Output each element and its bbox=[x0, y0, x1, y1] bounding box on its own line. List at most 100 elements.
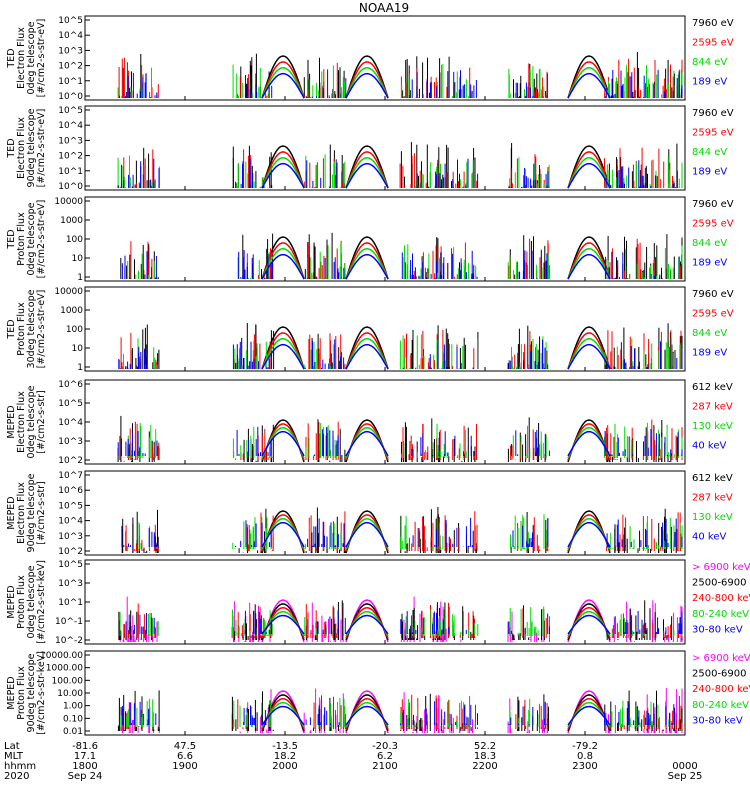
pass-hump bbox=[345, 162, 389, 189]
pass-hump bbox=[567, 694, 611, 732]
legend-entry: 844 eV bbox=[692, 147, 727, 158]
y-tick-label: 10^3 bbox=[58, 532, 83, 542]
pass-hump bbox=[567, 343, 611, 370]
y-axis-label: [#/cm2-s-str-keV] bbox=[36, 560, 47, 644]
y-tick-label: 10 bbox=[72, 254, 84, 264]
y-tick-label: 10^3 bbox=[58, 579, 83, 589]
y-tick-label: 10^2 bbox=[58, 456, 83, 466]
footer-value: 6.2 bbox=[377, 751, 393, 762]
pass-hump bbox=[345, 55, 389, 99]
y-axis-label: TED bbox=[6, 138, 17, 158]
pass-hump bbox=[261, 599, 305, 643]
y-axis-label: 90deg telescope bbox=[26, 108, 37, 187]
footer-value: Sep 25 bbox=[668, 771, 703, 782]
legend-entry: 612 keV bbox=[692, 382, 733, 393]
y-axis-label: 90deg telescope bbox=[26, 473, 37, 552]
footer-value: 18.3 bbox=[474, 751, 496, 762]
pass-hump bbox=[261, 514, 305, 552]
panel-6: 10^7 10^6 10^5 10^4 10^3 10^2 MEPED Electron Fl… bbox=[6, 470, 733, 557]
y-axis-label: Proton Flux bbox=[16, 575, 27, 629]
y-tick-label: 10^5 bbox=[58, 16, 83, 26]
legend-entry: 189 eV bbox=[692, 348, 727, 359]
pass-hump bbox=[261, 253, 305, 280]
pass-hump bbox=[567, 151, 611, 189]
pass-hump bbox=[345, 151, 389, 189]
legend-entry: 30-80 keV bbox=[692, 624, 743, 635]
legend-entry: > 6900 keV bbox=[692, 562, 750, 573]
legend-entry: 844 eV bbox=[692, 328, 727, 339]
y-axis-label: Electron Flux bbox=[16, 27, 27, 89]
pass-hump bbox=[345, 242, 389, 280]
footer-lat-label: Lat bbox=[4, 741, 20, 752]
y-tick-label: 10^1 bbox=[58, 167, 83, 177]
footer-value: Sep 24 bbox=[68, 771, 103, 782]
chart-title: NOAA19 bbox=[359, 1, 409, 15]
legend-entry: > 6900 keV bbox=[692, 653, 750, 664]
y-tick-label: 10000 bbox=[54, 197, 83, 207]
legend-entry: 2595 eV bbox=[692, 128, 734, 139]
y-axis-label: MEPED bbox=[6, 676, 17, 709]
panel-3: 10000 1000 100 10 1 TED Proton Flux 0deg telesc… bbox=[6, 196, 734, 283]
footer-row-label: 2020 bbox=[4, 771, 29, 782]
y-tick-label: 10^3 bbox=[58, 437, 83, 447]
legend-entry: 7960 eV bbox=[692, 108, 734, 119]
legend-entry: 189 eV bbox=[692, 77, 727, 88]
pass-hump bbox=[261, 61, 305, 99]
footer-value: 6.6 bbox=[177, 751, 193, 762]
legend-entry: 844 eV bbox=[692, 238, 727, 249]
series-40-kev bbox=[121, 517, 683, 548]
y-axis-label: Electron Flux bbox=[16, 391, 27, 453]
pass-hump bbox=[261, 430, 305, 457]
legend-entry: 189 eV bbox=[692, 258, 727, 269]
y-tick-label: 10^2 bbox=[58, 62, 83, 72]
pass-hump bbox=[261, 157, 305, 189]
pass-hump bbox=[261, 614, 305, 635]
pass-hump bbox=[345, 419, 389, 463]
y-tick-label: 10^5 bbox=[58, 399, 83, 409]
y-tick-label: 10^3 bbox=[58, 46, 83, 56]
pass-hump bbox=[345, 705, 389, 726]
y-tick-label: 10.00 bbox=[57, 689, 83, 699]
pass-hump bbox=[345, 599, 389, 643]
y-axis-label: [#/cm2-s-str-keV] bbox=[36, 651, 47, 735]
y-tick-label: 0.01 bbox=[63, 727, 83, 737]
y-tick-label: 1000.00 bbox=[46, 664, 83, 674]
legend-entry: 240-800 keV bbox=[692, 593, 750, 604]
pass-hump bbox=[345, 61, 389, 99]
y-axis-label: Proton Flux bbox=[16, 302, 27, 356]
series-189-ev bbox=[118, 339, 683, 370]
pass-hump bbox=[345, 253, 389, 280]
pass-hump bbox=[345, 343, 389, 370]
footer-value: 2100 bbox=[372, 761, 397, 772]
legend-entry: 2595 eV bbox=[692, 38, 734, 49]
legend-entry: 240-800 keV bbox=[692, 684, 750, 695]
series-844-ev bbox=[127, 243, 683, 280]
pass-hump bbox=[345, 690, 389, 734]
pass-hump bbox=[567, 236, 611, 280]
y-tick-label: 1000 bbox=[60, 216, 83, 226]
panel-8: 10000.00 1000.00 100.00 10.00 1.00 0.10 0.01 ME… bbox=[6, 650, 750, 737]
y-axis-label: 0deg telescope bbox=[26, 21, 37, 94]
y-axis-label: [#/cm2-s-str] bbox=[36, 390, 47, 453]
footer-value: -20.3 bbox=[372, 741, 398, 752]
pass-hump bbox=[567, 162, 611, 189]
pass-hump bbox=[261, 162, 305, 189]
pass-hump bbox=[567, 521, 611, 548]
pass-hump bbox=[567, 423, 611, 461]
y-axis-label: Electron Flux bbox=[16, 117, 27, 179]
footer-value: -13.5 bbox=[272, 741, 298, 752]
pass-hump bbox=[567, 419, 611, 463]
footer-value: 2300 bbox=[572, 761, 597, 772]
footer-value: 52.2 bbox=[474, 741, 496, 752]
pass-hump bbox=[261, 521, 305, 548]
y-axis-label: Proton Flux bbox=[16, 666, 27, 720]
series-612-kev bbox=[117, 415, 678, 463]
footer-row-label: MLT bbox=[4, 751, 24, 762]
pass-hump bbox=[345, 510, 389, 554]
pass-hump bbox=[345, 603, 389, 641]
y-tick-label: 10^4 bbox=[58, 121, 83, 131]
panel-5: 10^6 10^5 10^4 10^3 10^2 MEPED Electron Flux 0d… bbox=[6, 379, 733, 466]
legend-entry: 30-80 keV bbox=[692, 715, 743, 726]
pass-hump bbox=[567, 705, 611, 726]
